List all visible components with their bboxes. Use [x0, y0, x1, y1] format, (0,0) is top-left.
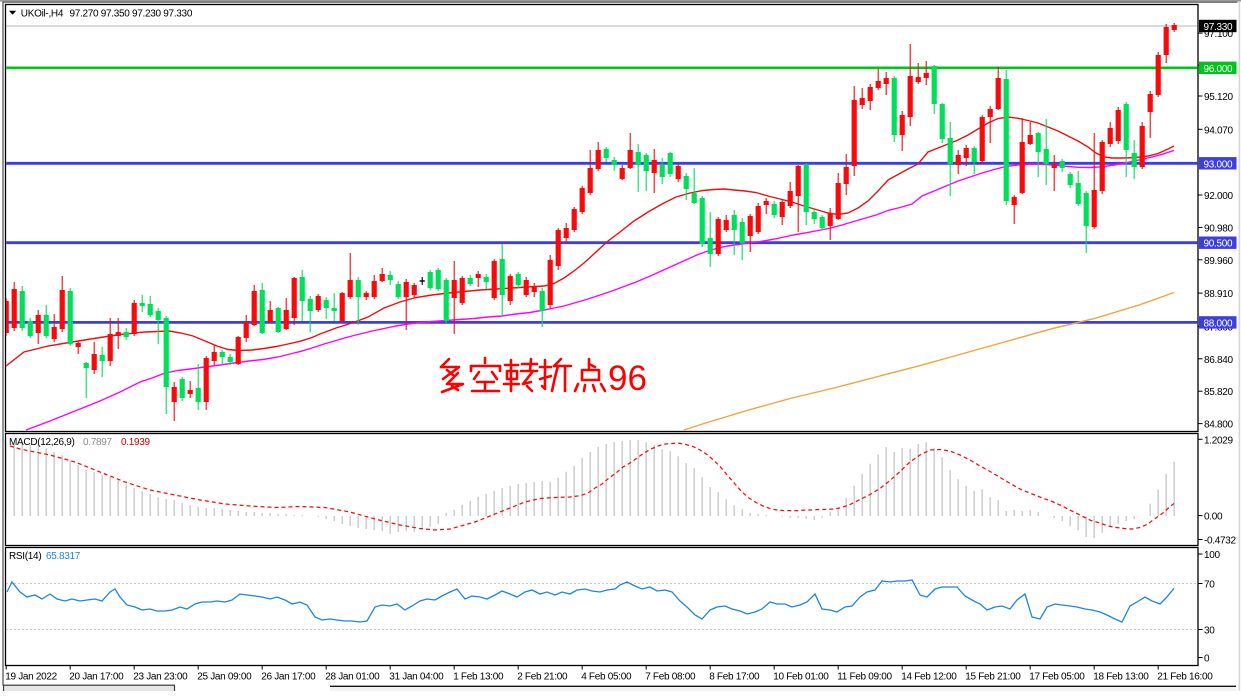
svg-text:65.8317: 65.8317 — [46, 551, 81, 562]
svg-text:96.000: 96.000 — [1204, 64, 1234, 75]
svg-text:30: 30 — [1204, 626, 1215, 637]
svg-text:21 Feb 16:00: 21 Feb 16:00 — [1157, 672, 1213, 683]
svg-text:26 Jan 17:00: 26 Jan 17:00 — [261, 672, 316, 683]
svg-text:MACD(12,26,9): MACD(12,26,9) — [9, 437, 75, 448]
svg-text:86.840: 86.840 — [1204, 355, 1234, 366]
svg-text:10 Feb 01:00: 10 Feb 01:00 — [773, 672, 829, 683]
svg-text:17 Feb 05:00: 17 Feb 05:00 — [1029, 672, 1085, 683]
svg-text:25 Jan 09:00: 25 Jan 09:00 — [197, 672, 252, 683]
svg-text:19 Jan 2022: 19 Jan 2022 — [5, 672, 57, 683]
svg-text:97.270 97.350 97.230 97.330: 97.270 97.350 97.230 97.330 — [70, 8, 193, 19]
svg-text:0.1939: 0.1939 — [121, 437, 151, 448]
svg-text:RSI(14): RSI(14) — [9, 551, 41, 562]
svg-text:UKOil-,H4: UKOil-,H4 — [21, 8, 64, 19]
svg-text:1.2029: 1.2029 — [1204, 435, 1234, 446]
svg-text:88.910: 88.910 — [1204, 289, 1234, 300]
svg-text:0: 0 — [1204, 654, 1210, 665]
svg-text:20 Jan 17:00: 20 Jan 17:00 — [69, 672, 124, 683]
svg-text:93.000: 93.000 — [1204, 159, 1234, 170]
svg-text:1 Feb 13:00: 1 Feb 13:00 — [453, 672, 504, 683]
svg-text:31 Jan 04:00: 31 Jan 04:00 — [389, 672, 444, 683]
svg-text:0.7897: 0.7897 — [83, 437, 113, 448]
svg-text:28 Jan 01:00: 28 Jan 01:00 — [325, 672, 380, 683]
svg-text:2 Feb 21:00: 2 Feb 21:00 — [517, 672, 568, 683]
svg-text:0.00: 0.00 — [1204, 512, 1223, 523]
svg-text:92.000: 92.000 — [1204, 191, 1234, 202]
svg-text:100: 100 — [1204, 550, 1221, 561]
svg-text:23 Jan 23:00: 23 Jan 23:00 — [133, 672, 188, 683]
svg-text:88.000: 88.000 — [1204, 318, 1234, 329]
svg-text:97.330: 97.330 — [1204, 22, 1234, 33]
svg-text:94.070: 94.070 — [1204, 125, 1234, 136]
svg-text:8 Feb 17:00: 8 Feb 17:00 — [709, 672, 760, 683]
svg-text:85.820: 85.820 — [1204, 387, 1234, 398]
svg-text:11 Feb 09:00: 11 Feb 09:00 — [837, 672, 892, 683]
svg-text:95.120: 95.120 — [1204, 92, 1234, 103]
svg-text:18 Feb 13:00: 18 Feb 13:00 — [1093, 672, 1149, 683]
svg-text:84.800: 84.800 — [1204, 420, 1234, 431]
svg-text:90.980: 90.980 — [1204, 223, 1234, 234]
svg-text:-0.4732: -0.4732 — [1204, 536, 1237, 547]
svg-text:97.100: 97.100 — [1204, 29, 1234, 40]
svg-text:90.500: 90.500 — [1204, 239, 1234, 250]
svg-text:96: 96 — [608, 359, 647, 398]
svg-text:4 Feb 05:00: 4 Feb 05:00 — [581, 672, 632, 683]
svg-text:89.960: 89.960 — [1204, 256, 1234, 267]
svg-text:7 Feb 08:00: 7 Feb 08:00 — [645, 672, 696, 683]
svg-text:15 Feb 21:00: 15 Feb 21:00 — [965, 672, 1021, 683]
svg-text:70: 70 — [1204, 580, 1215, 591]
svg-text:14 Feb 12:00: 14 Feb 12:00 — [901, 672, 957, 683]
